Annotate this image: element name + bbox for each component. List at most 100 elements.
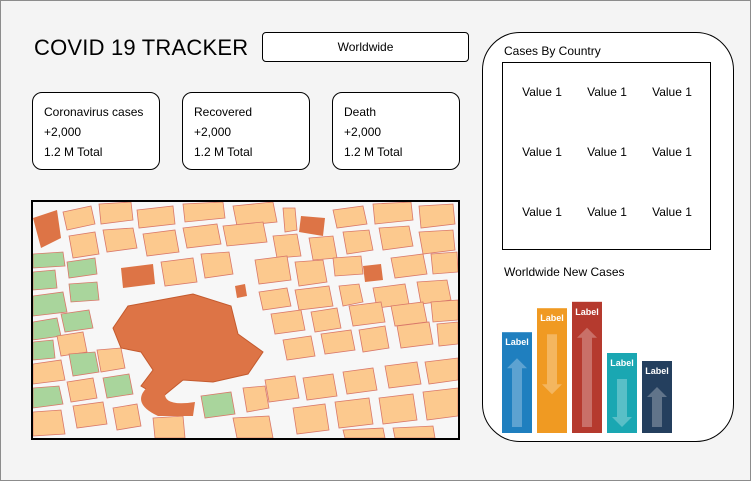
- map-block: [294, 259, 328, 287]
- chart-bar-rect: [642, 361, 672, 433]
- arrow-down-icon: [612, 379, 632, 427]
- cases-by-country-table: Value 1 Value 1 Value 1 Value 1 Value 1 …: [502, 62, 711, 250]
- arrow-up-icon: [577, 327, 597, 427]
- stat-label: Death: [344, 105, 377, 119]
- map-block: [152, 415, 186, 438]
- chart-bar[interactable]: Label: [502, 332, 532, 433]
- map-block: [294, 285, 334, 311]
- map-block: [372, 202, 414, 225]
- table-cell: Value 1: [587, 205, 627, 219]
- table-cell: Value 1: [652, 205, 692, 219]
- stat-delta: +2,000: [194, 125, 232, 139]
- chart-bar-label: Label: [645, 366, 669, 376]
- map-block: [270, 309, 306, 335]
- stat-total: 1.2 M Total: [344, 145, 403, 159]
- map-highlight-area: [112, 293, 264, 399]
- map-block: [112, 403, 142, 431]
- map-block: [358, 325, 390, 353]
- page-title: COVID 19 TRACKER: [34, 35, 249, 60]
- map-highlight-block: [363, 264, 383, 282]
- region-selector[interactable]: Worldwide: [262, 32, 469, 62]
- map-block: [396, 321, 434, 349]
- table-cell: Value 1: [652, 85, 692, 99]
- map-block: [308, 235, 338, 261]
- map-park: [33, 251, 66, 269]
- map-block: [418, 203, 456, 229]
- map-block: [332, 205, 368, 229]
- table-cell: Value 1: [522, 205, 562, 219]
- map-block: [320, 329, 356, 355]
- stat-label: Coronavirus cases: [44, 105, 144, 119]
- map-highlight-block: [235, 284, 247, 298]
- map-block: [200, 251, 234, 279]
- chart-bar-label: Label: [575, 307, 599, 317]
- map-block: [392, 425, 436, 438]
- map-park: [68, 351, 100, 377]
- map-block: [292, 403, 330, 435]
- map-park: [33, 339, 56, 361]
- chart-bar[interactable]: Label: [642, 361, 672, 433]
- chart-bar[interactable]: Label: [572, 301, 602, 433]
- chart-bar[interactable]: Label: [537, 308, 567, 433]
- map-park: [33, 291, 68, 317]
- world-map[interactable]: [31, 200, 460, 440]
- stat-label: Recovered: [194, 105, 253, 119]
- map-highlight-block: [299, 216, 325, 236]
- map-block: [282, 335, 316, 361]
- map-block: [342, 427, 386, 438]
- stat-card-cases[interactable]: Coronavirus cases +2,000 1.2 M Total: [32, 92, 160, 170]
- map-highlight-block: [33, 210, 61, 248]
- map-block: [62, 205, 96, 231]
- map-block: [264, 375, 300, 403]
- map-block: [342, 229, 374, 255]
- map-block: [66, 377, 98, 403]
- map-block: [302, 373, 338, 401]
- arrow-up-icon: [647, 387, 667, 427]
- chart-bar-rect: [537, 308, 567, 433]
- map-block: [334, 397, 374, 429]
- map-illustration: [33, 202, 458, 438]
- map-block: [282, 207, 298, 233]
- stat-card-recovered[interactable]: Recovered +2,000 1.2 M Total: [182, 92, 310, 170]
- map-block: [378, 225, 414, 251]
- map-block: [242, 385, 270, 413]
- map-block: [338, 283, 364, 307]
- map-block: [258, 287, 292, 311]
- map-block: [136, 205, 176, 229]
- map-park: [68, 281, 100, 303]
- map-highlight-arc: [141, 384, 195, 416]
- chart-bar-label: Label: [505, 337, 529, 347]
- stat-card-death[interactable]: Death +2,000 1.2 M Total: [332, 92, 460, 170]
- map-block: [436, 321, 458, 347]
- map-block: [310, 307, 342, 333]
- chart-bar[interactable]: Label: [607, 353, 637, 433]
- map-block: [33, 359, 66, 385]
- new-cases-chart: Label Label Label Label Label: [502, 301, 672, 433]
- map-block: [232, 415, 274, 438]
- map-block: [102, 227, 138, 253]
- map-block: [384, 361, 422, 389]
- map-block: [232, 202, 278, 227]
- map-highlight-block: [121, 264, 155, 288]
- chart-bar-rect: [572, 301, 602, 433]
- map-park: [102, 373, 134, 399]
- map-block: [98, 202, 134, 225]
- map-park: [60, 309, 94, 333]
- stat-delta: +2,000: [344, 125, 382, 139]
- map-block: [342, 367, 378, 395]
- map-park: [200, 391, 236, 419]
- map-block: [222, 221, 268, 247]
- table-cell: Value 1: [522, 145, 562, 159]
- chart-bar-rect: [502, 332, 532, 433]
- map-block: [430, 251, 458, 275]
- stat-delta: +2,000: [44, 125, 82, 139]
- table-cell: Value 1: [587, 145, 627, 159]
- map-park: [33, 385, 64, 409]
- map-block: [272, 233, 302, 259]
- stat-total: 1.2 M Total: [44, 145, 103, 159]
- map-block: [33, 409, 66, 437]
- map-block: [348, 301, 386, 327]
- table-cell: Value 1: [587, 85, 627, 99]
- map-block: [390, 253, 428, 279]
- side-panel: Cases By Country Value 1 Value 1 Value 1…: [482, 32, 734, 442]
